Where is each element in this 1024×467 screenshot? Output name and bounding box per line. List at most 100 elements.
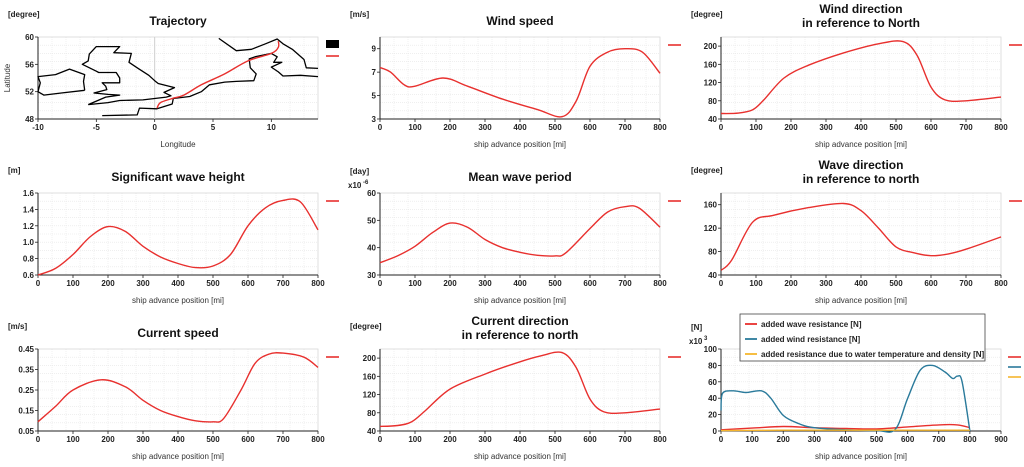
x-tick-label: 500 bbox=[889, 279, 903, 288]
y-axis-label: Latitude bbox=[3, 63, 12, 92]
x-tick-label: 800 bbox=[963, 435, 977, 444]
x-tick-label: 200 bbox=[777, 435, 791, 444]
x-axis-label: ship advance position [mi] bbox=[474, 296, 566, 305]
multiplier-exponent: -6 bbox=[361, 180, 369, 186]
x-tick-label: 300 bbox=[136, 279, 150, 288]
y-tick-label: 1.4 bbox=[23, 205, 35, 214]
chart-panel-4: 0 100 200 300 400 500 600 700 800 30 40 50 60 Mean wa… bbox=[348, 167, 681, 305]
unit-label: [degree] bbox=[350, 322, 382, 331]
x-tick-label: 100 bbox=[408, 279, 422, 288]
y-tick-label: 160 bbox=[704, 201, 718, 210]
x-tick-label: 300 bbox=[478, 123, 492, 132]
y-tick-label: 160 bbox=[363, 372, 377, 381]
x-tick-label: 700 bbox=[618, 123, 632, 132]
series-line-coastline-ireland bbox=[37, 68, 86, 96]
y-tick-label: 80 bbox=[708, 248, 717, 257]
x-tick-label: 600 bbox=[241, 279, 255, 288]
y-tick-label: 0.15 bbox=[18, 407, 34, 416]
y-tick-label: 5 bbox=[372, 92, 377, 101]
series-line-route bbox=[156, 41, 280, 109]
x-tick-label: 600 bbox=[241, 435, 255, 444]
x-tick-label: 500 bbox=[548, 279, 562, 288]
series-line-mean-wave-period bbox=[379, 205, 661, 264]
x-tick-label: 300 bbox=[136, 435, 150, 444]
x-tick-label: 600 bbox=[583, 279, 597, 288]
x-tick-label: 600 bbox=[583, 123, 597, 132]
x-tick-label: 800 bbox=[311, 435, 325, 444]
y-tick-label: 40 bbox=[708, 115, 717, 124]
unit-label: [degree] bbox=[691, 10, 723, 19]
y-tick-label: 56 bbox=[25, 60, 34, 69]
y-tick-label: 120 bbox=[704, 224, 718, 233]
y-tick-label: 0 bbox=[713, 427, 718, 436]
y-tick-label: 52 bbox=[25, 88, 34, 97]
x-tick-label: 0 bbox=[719, 279, 724, 288]
x-tick-label: 800 bbox=[653, 123, 667, 132]
x-tick-label: 200 bbox=[101, 435, 115, 444]
y-tick-label: 80 bbox=[367, 409, 376, 418]
chart-title: in reference to north bbox=[462, 328, 579, 342]
x-tick-label: 700 bbox=[618, 279, 632, 288]
x-tick-label: 400 bbox=[171, 435, 185, 444]
multiplier-label: x10 -6 bbox=[348, 180, 369, 190]
chart-panel-0: -10 -5 0 5 10 48 52 56 60 Trajectory [degree] Longi… bbox=[3, 10, 339, 149]
x-tick-label: 400 bbox=[513, 123, 527, 132]
series-line-coastline-britain bbox=[81, 45, 176, 106]
y-tick-label: 100 bbox=[704, 345, 718, 354]
y-tick-label: 60 bbox=[25, 33, 34, 42]
y-tick-label: 0.05 bbox=[18, 427, 34, 436]
legend-marker-coastline[interactable] bbox=[326, 40, 339, 48]
y-tick-label: 0.8 bbox=[23, 255, 35, 264]
legend-entry[interactable]: added resistance due to water temperatur… bbox=[761, 350, 985, 359]
y-tick-label: 1.6 bbox=[23, 189, 35, 198]
x-tick-label: 500 bbox=[889, 123, 903, 132]
y-tick-label: 200 bbox=[704, 42, 718, 51]
legend-entry[interactable]: added wave resistance [N] bbox=[761, 320, 862, 329]
multiplier-base: x10 bbox=[689, 337, 703, 346]
x-tick-label: 700 bbox=[276, 435, 290, 444]
x-tick-label: 500 bbox=[870, 435, 884, 444]
y-tick-label: 60 bbox=[708, 378, 717, 387]
chart-title: Wave direction bbox=[819, 158, 904, 172]
x-tick-label: -10 bbox=[32, 123, 44, 132]
x-tick-label: 400 bbox=[513, 435, 527, 444]
x-axis-label: ship advance position [mi] bbox=[815, 140, 907, 149]
chart-panel-2: 0 100 200 300 400 500 600 700 800 40 80 120 160 200 Wi… bbox=[691, 2, 1022, 149]
series-line-significant-wave-height bbox=[37, 198, 319, 276]
x-tick-label: 200 bbox=[443, 279, 457, 288]
x-tick-label: 300 bbox=[819, 279, 833, 288]
y-tick-label: 7 bbox=[372, 68, 377, 77]
series-line-current-speed bbox=[37, 352, 319, 423]
x-tick-label: 600 bbox=[583, 435, 597, 444]
y-tick-label: 1.0 bbox=[23, 238, 35, 247]
y-tick-label: 40 bbox=[367, 427, 376, 436]
x-tick-label: 100 bbox=[66, 279, 80, 288]
x-tick-label: 300 bbox=[478, 435, 492, 444]
x-tick-label: 700 bbox=[959, 279, 973, 288]
y-tick-label: 1.2 bbox=[23, 222, 35, 231]
x-tick-label: 100 bbox=[408, 123, 422, 132]
x-tick-label: 600 bbox=[924, 123, 938, 132]
x-tick-label: 700 bbox=[618, 435, 632, 444]
y-tick-label: 40 bbox=[708, 394, 717, 403]
multiplier-label: x10 3 bbox=[689, 336, 708, 346]
x-tick-label: 700 bbox=[276, 279, 290, 288]
x-tick-label: 800 bbox=[994, 123, 1008, 132]
x-axis-label: Longitude bbox=[160, 140, 196, 149]
y-tick-label: 120 bbox=[363, 391, 377, 400]
chart-title: in reference to North bbox=[802, 16, 920, 30]
x-tick-label: 800 bbox=[311, 279, 325, 288]
x-tick-label: 200 bbox=[443, 435, 457, 444]
x-tick-label: 300 bbox=[808, 435, 822, 444]
chart-title: Mean wave period bbox=[468, 170, 571, 184]
legend-entry[interactable]: added wind resistance [N] bbox=[761, 335, 860, 344]
x-tick-label: 500 bbox=[548, 435, 562, 444]
chart-title: Wind direction bbox=[819, 2, 902, 16]
x-tick-label: 10 bbox=[267, 123, 276, 132]
legend-frame bbox=[739, 313, 986, 362]
unit-label: [m] bbox=[8, 166, 21, 175]
unit-label: [m/s] bbox=[350, 10, 369, 19]
x-tick-label: 0 bbox=[152, 123, 157, 132]
y-tick-label: 0.25 bbox=[18, 386, 34, 395]
y-tick-label: 0.35 bbox=[18, 366, 34, 375]
